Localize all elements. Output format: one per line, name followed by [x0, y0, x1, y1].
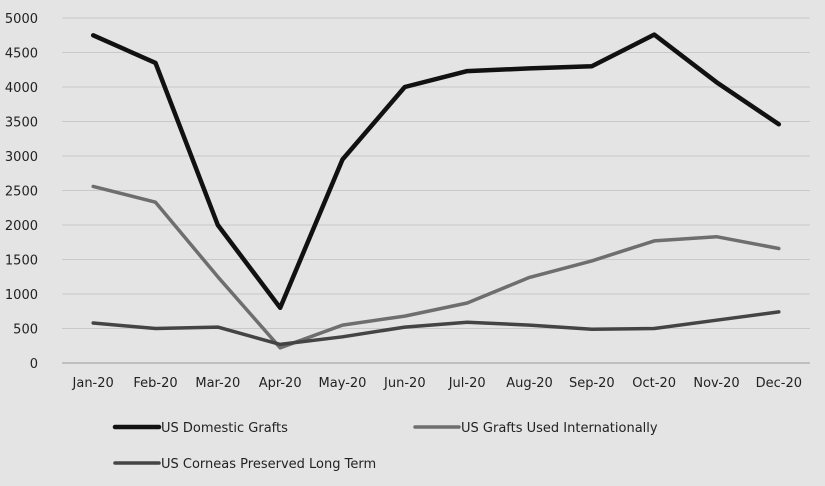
y-tick-label: 500 — [13, 323, 38, 338]
x-tick-label: Apr-20 — [259, 376, 302, 391]
y-tick-label: 4000 — [5, 81, 38, 96]
x-tick-label: Oct-20 — [632, 376, 676, 391]
legend: US Domestic Grafts US Grafts Used Interna… — [112, 421, 658, 472]
y-tick-label: 1000 — [5, 288, 38, 303]
y-tick-label: 4500 — [5, 47, 38, 62]
legend-label: US Grafts Used Internationally — [461, 421, 658, 436]
series-lines — [90, 32, 782, 350]
x-tick-label: Nov-20 — [693, 376, 739, 391]
x-tick-label: Aug-20 — [506, 376, 553, 391]
x-tick-label: Dec-20 — [756, 376, 802, 391]
x-tick-label: Jul-20 — [448, 376, 486, 391]
x-tick-label: Jan-20 — [72, 376, 114, 391]
y-tick-label: 0 — [30, 357, 38, 372]
x-tick-label: Sep-20 — [569, 376, 615, 391]
series-line — [91, 184, 781, 350]
x-tick-label: Jun-20 — [383, 376, 426, 391]
series-line — [90, 32, 782, 311]
y-tick-label: 1500 — [5, 254, 38, 269]
y-tick-label: 5000 — [5, 12, 38, 27]
y-tick-label: 2000 — [5, 219, 38, 234]
x-tick-label: Mar-20 — [195, 376, 240, 391]
x-tick-label: May-20 — [319, 376, 367, 391]
x-axis: Jan-20 Feb-20 Mar-20 Apr-20 May-20 Jun-20 Jul-… — [72, 376, 803, 391]
y-tick-label: 3500 — [5, 116, 38, 131]
legend-label: US Domestic Grafts — [161, 421, 288, 436]
y-tick-label: 2500 — [5, 185, 38, 200]
y-tick-label: 3000 — [5, 150, 38, 165]
legend-label: US Corneas Preserved Long Term — [161, 457, 376, 472]
y-axis: 0 500 1000 1500 2000 2500 3000 3500 4000 4500 5000 — [5, 12, 38, 372]
series-line — [91, 310, 781, 347]
x-tick-label: Feb-20 — [133, 376, 177, 391]
